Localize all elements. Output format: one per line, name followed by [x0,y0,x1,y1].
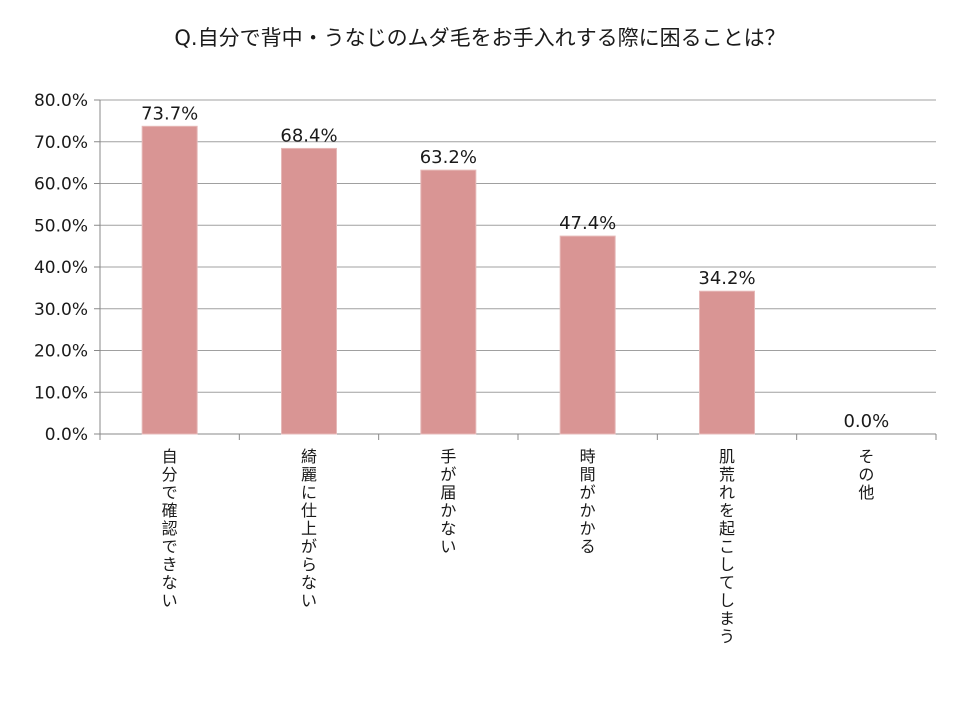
data-label: 47.4% [559,213,616,234]
y-tick-label: 20.0% [34,342,88,362]
y-tick-label: 10.0% [34,383,88,403]
y-tick-label: 70.0% [34,133,88,153]
y-tick-label: 0.0% [45,425,88,445]
data-label: 68.4% [280,125,337,146]
data-label: 73.7% [141,103,198,124]
y-tick-label: 50.0% [34,216,88,236]
bar [420,169,477,435]
y-tick-label: 40.0% [34,258,88,278]
category-label: その他 [858,447,874,502]
bar [699,290,755,435]
bar [281,147,337,435]
category-label: 綺麗に仕上がらない [301,447,317,610]
category-label: 肌荒れを起こしてしまう [719,447,735,646]
y-tick-label: 30.0% [34,300,88,320]
data-label: 0.0% [843,411,889,432]
data-label: 34.2% [698,268,755,289]
bar [559,235,616,435]
bar [141,125,198,435]
y-tick-label: 80.0% [34,91,88,111]
data-label: 63.2% [420,147,477,168]
category-label: 自分で確認できない [162,447,178,610]
chart-title: Q.自分で背中・うなじのムダ毛をお手入れする際に困ることは？ [174,26,786,50]
category-label: 手が届かない [440,447,456,556]
y-tick-label: 60.0% [34,175,88,195]
category-label: 時間がかかる [580,447,596,556]
